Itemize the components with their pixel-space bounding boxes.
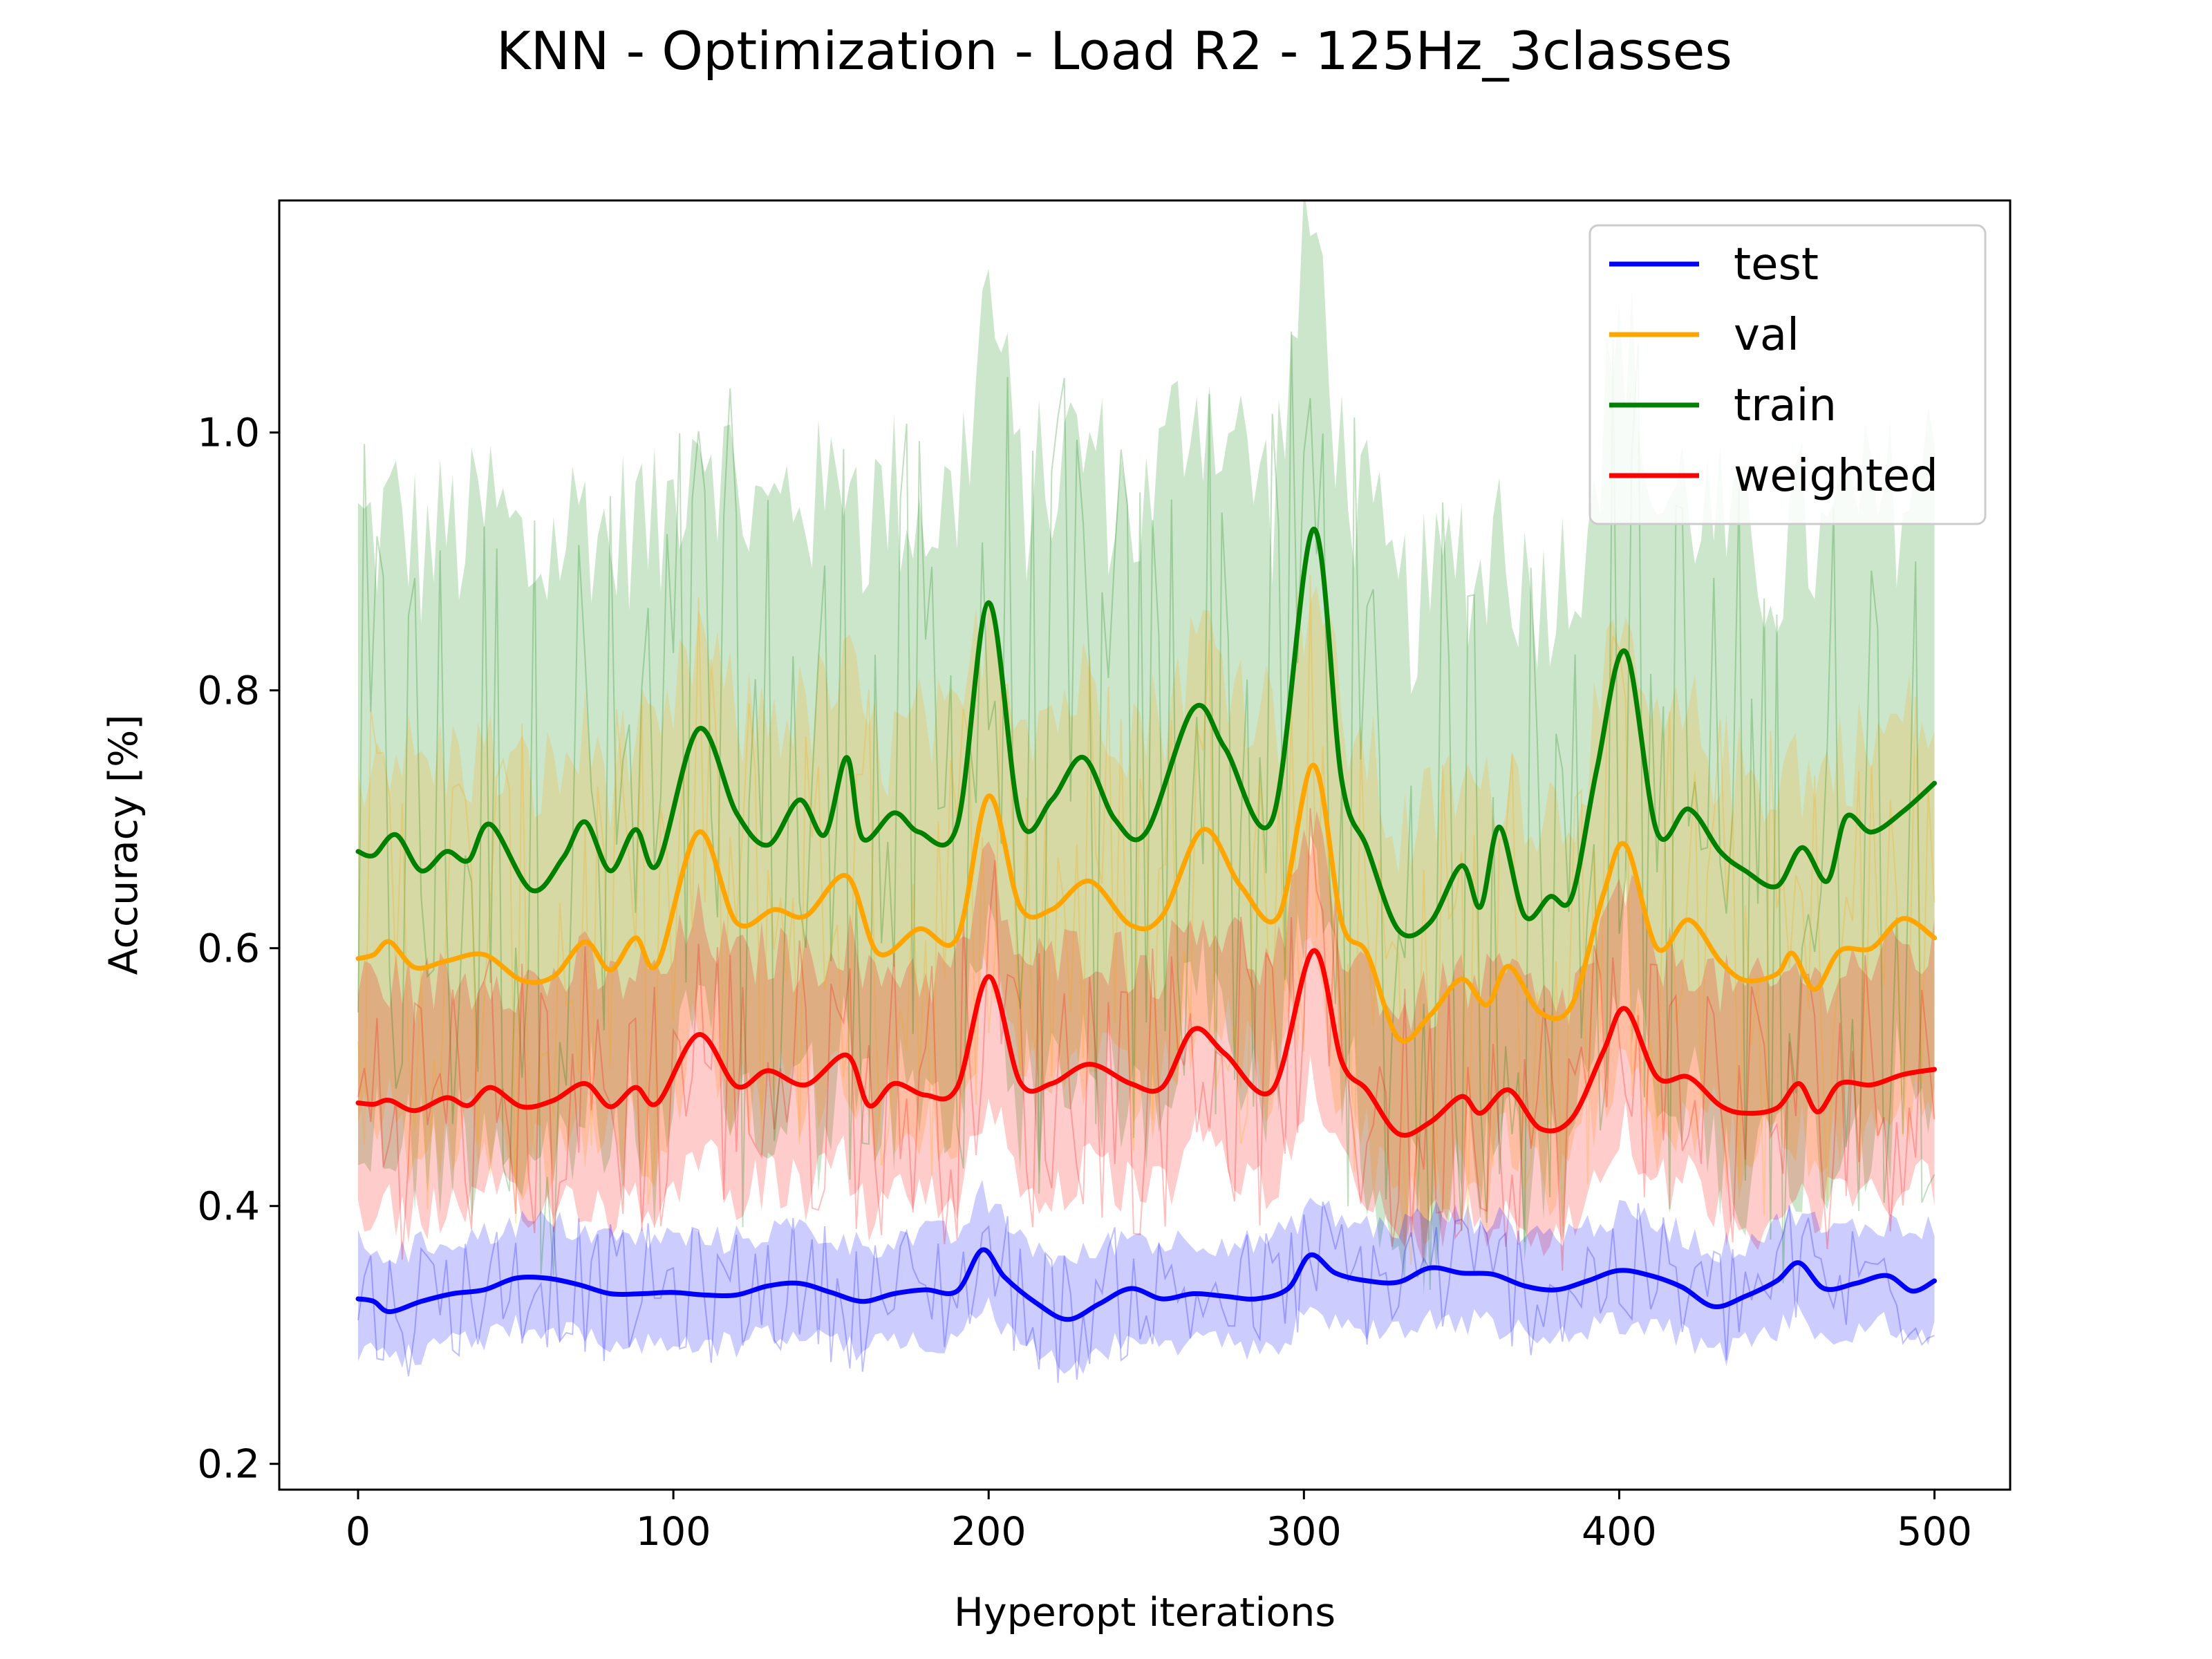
weighted-band (358, 810, 1935, 1264)
x-tick-label: 400 (1582, 1509, 1657, 1555)
y-tick-label: 0.2 (197, 1442, 260, 1488)
x-axis-label: Hyperopt iterations (954, 1590, 1335, 1635)
x-tick-label: 100 (636, 1509, 711, 1555)
y-tick-label: 0.4 (197, 1184, 260, 1230)
test-band (358, 1179, 1935, 1374)
val-raw-trace (357, 575, 1936, 1265)
legend-label-weighted: weighted (1734, 451, 1938, 502)
val-line (355, 762, 1937, 1044)
legend-label-test: test (1734, 239, 1819, 290)
x-tick-label: 300 (1266, 1509, 1342, 1555)
legend-label-val: val (1734, 310, 1799, 361)
smoothed-series-lines (355, 527, 1937, 1322)
y-tick-label: 1.0 (197, 411, 260, 456)
y-tick-label: 0.6 (197, 926, 260, 972)
x-axis: 0 100 200 300 400 500 (346, 1490, 1972, 1555)
y-tick-label: 0.8 (197, 668, 260, 714)
raw-iteration-traces (357, 331, 1936, 1383)
train-band (358, 200, 1935, 1294)
weighted-raw-trace (357, 808, 1936, 1271)
y-axis-label: Accuracy [%] (101, 715, 147, 975)
confidence-bands (358, 200, 1935, 1374)
test-line (355, 1247, 1937, 1322)
chart-title: KNN - Optimization - Load R2 - 125Hz_3cl… (496, 20, 1732, 82)
weighted-line (355, 948, 1937, 1138)
plot-frame (278, 199, 2012, 1491)
legend: test val train weighted (1588, 224, 1987, 525)
x-tick-label: 200 (951, 1509, 1027, 1555)
x-tick-label: 500 (1897, 1509, 1972, 1555)
legend-box (1588, 224, 1987, 525)
legend-label-train: train (1734, 380, 1837, 431)
val-band (358, 585, 1935, 1251)
test-raw-trace (357, 1201, 1935, 1383)
train-line (355, 527, 1937, 939)
y-axis: 0.2 0.4 0.6 0.8 1.0 (197, 411, 279, 1488)
x-tick-label: 0 (346, 1509, 371, 1555)
train-raw-trace (357, 331, 1936, 1291)
